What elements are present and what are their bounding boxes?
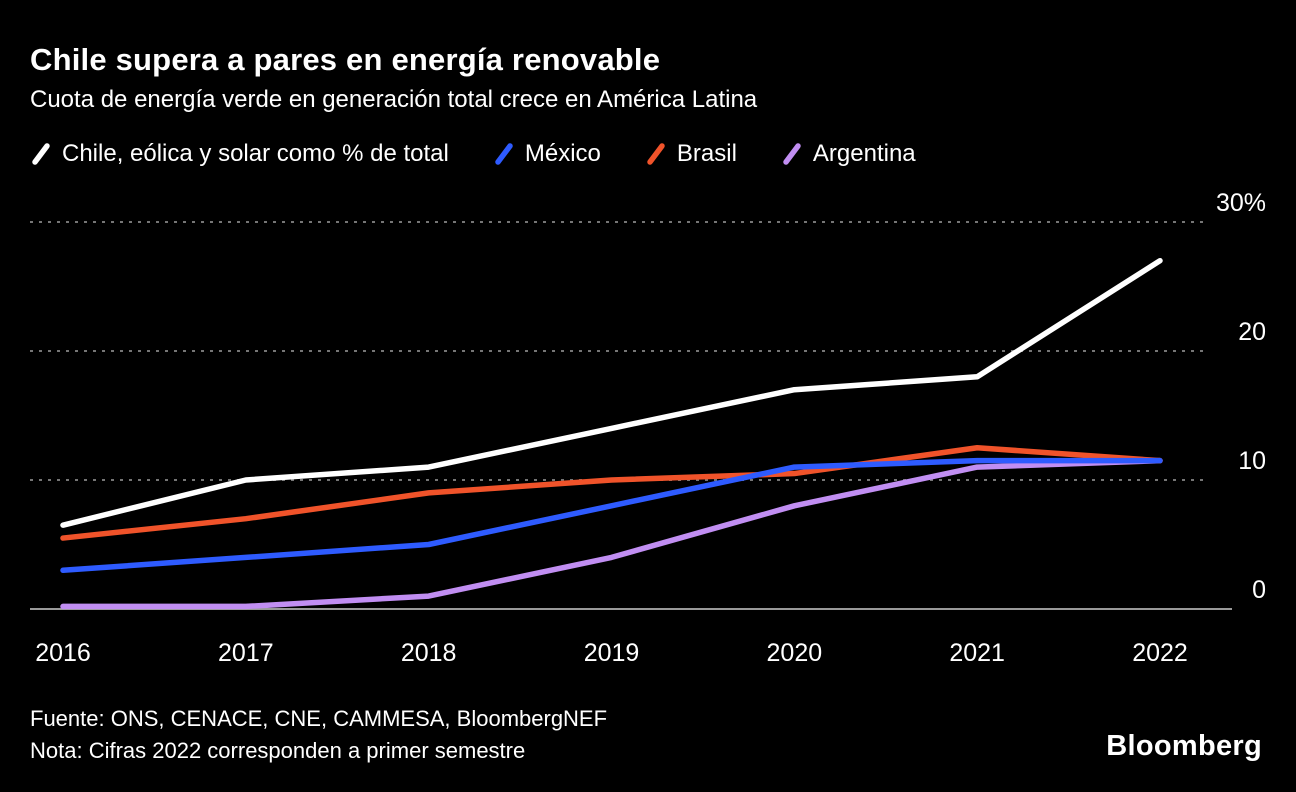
x-tick-label: 2019 (584, 639, 640, 667)
series-line-0 (60, 257, 1163, 528)
note-text: Nota: Cifras 2022 corresponden a primer … (30, 738, 526, 763)
y-tick-label: 20 (1238, 318, 1266, 346)
y-tick-label: 0 (1252, 576, 1266, 604)
legend-label-chile: Chile, eólica y solar como % de total (62, 140, 449, 167)
series-line-2 (60, 445, 1163, 541)
legend-item-brasil: Brasil (645, 140, 737, 168)
legend: Chile, eólica y solar como % de total Mé… (30, 140, 916, 168)
x-tick-label: 2018 (401, 639, 457, 667)
line-swatch-icon (32, 143, 50, 165)
chart-title: Chile supera a pares en energía renovabl… (30, 42, 661, 77)
x-tick-label: 2017 (218, 639, 274, 667)
series-line-3 (60, 457, 1163, 610)
source-text: Fuente: ONS, CENACE, CNE, CAMMESA, Bloom… (30, 706, 608, 731)
x-tick-label: 2016 (35, 639, 91, 667)
x-tick-label: 2022 (1132, 639, 1188, 667)
x-tick-label: 2021 (949, 639, 1005, 667)
line-swatch-icon (495, 143, 513, 165)
y-tick-label: 30% (1216, 189, 1266, 217)
legend-label-mexico: México (524, 140, 601, 167)
legend-label-brasil: Brasil (676, 140, 737, 167)
chart-subtitle: Cuota de energía verde en generación tot… (30, 86, 758, 113)
legend-item-argentina: Argentina (781, 140, 916, 168)
y-tick-label: 10 (1238, 447, 1266, 475)
legend-item-mexico: México (493, 140, 601, 168)
series-line-1 (60, 457, 1163, 574)
line-swatch-icon (783, 143, 801, 165)
legend-label-argentina: Argentina (812, 140, 916, 167)
line-swatch-icon (647, 143, 665, 165)
bloomberg-logo: Bloomberg (1106, 730, 1262, 762)
legend-item-chile: Chile, eólica y solar como % de total (30, 140, 449, 168)
x-tick-label: 2020 (767, 639, 823, 667)
